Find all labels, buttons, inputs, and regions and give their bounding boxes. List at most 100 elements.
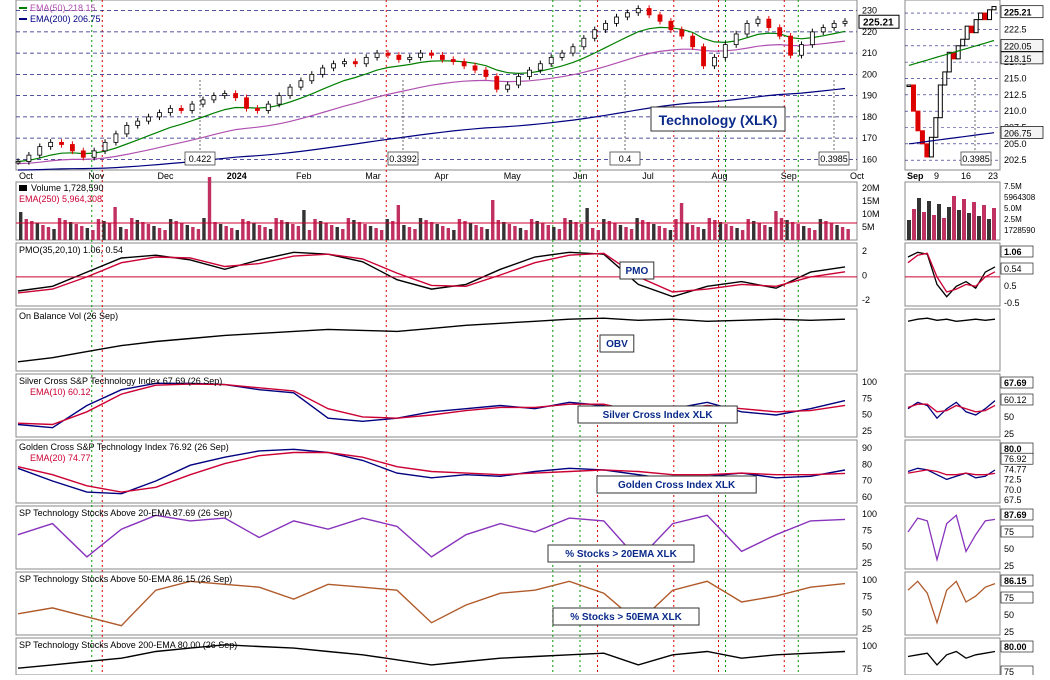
volume-bar bbox=[313, 219, 317, 240]
price-y-tick: 190 bbox=[862, 91, 877, 101]
price-candle bbox=[396, 54, 402, 60]
volume-bar bbox=[329, 225, 334, 240]
zoom-volume-bar bbox=[992, 208, 996, 240]
zoom-volume-bar bbox=[907, 220, 911, 240]
callout-value: 0.422 bbox=[189, 154, 212, 164]
volume-bar bbox=[690, 225, 695, 240]
zoom-indicator-label: 76.92 bbox=[1004, 454, 1027, 464]
callout-value: 0.4 bbox=[619, 154, 632, 164]
indicator-line bbox=[17, 514, 846, 561]
price-candle bbox=[135, 120, 141, 126]
zoom-indicator-line bbox=[907, 252, 996, 293]
volume-bar bbox=[96, 219, 101, 240]
zoom-panel-frame bbox=[904, 571, 1001, 636]
volume-bar bbox=[124, 229, 128, 240]
zoom-candle bbox=[982, 12, 988, 21]
volume-bar bbox=[546, 225, 550, 240]
price-candle bbox=[657, 14, 663, 22]
price-candle bbox=[603, 22, 609, 31]
volume-bar bbox=[618, 225, 623, 240]
volume-bar bbox=[746, 219, 750, 240]
zoom-volume-bar bbox=[912, 209, 916, 240]
price-candle bbox=[668, 20, 674, 31]
volume-bar bbox=[274, 218, 278, 240]
volume-bar bbox=[568, 220, 573, 240]
price-candle bbox=[646, 8, 652, 16]
price-candle bbox=[799, 44, 804, 56]
price-candle bbox=[755, 18, 761, 24]
zoom-candle bbox=[924, 143, 930, 158]
zoom-volume-label: 2.5M bbox=[1004, 215, 1022, 224]
zoom-panel-frame bbox=[904, 505, 1001, 570]
ema200-line bbox=[17, 87, 846, 171]
volume-y-tick: 15M bbox=[862, 196, 880, 206]
indicator-callout-box bbox=[577, 405, 738, 424]
indicator-y-tick: 25 bbox=[862, 426, 872, 436]
zoom-indicator-tag bbox=[1000, 591, 1034, 604]
price-candle bbox=[374, 52, 380, 58]
price-candle bbox=[516, 76, 521, 86]
indicator-y-tick: 50 bbox=[862, 410, 872, 420]
indicator-callout-text: OBV bbox=[606, 339, 628, 350]
volume-bar bbox=[596, 230, 600, 240]
volume-bar bbox=[696, 227, 700, 240]
volume-bar bbox=[652, 224, 656, 240]
zoom-candle bbox=[933, 117, 939, 138]
volume-bar bbox=[174, 221, 178, 240]
volume-bar bbox=[324, 223, 328, 240]
volume-bar bbox=[518, 228, 523, 240]
volume-bar bbox=[629, 229, 634, 240]
volume-bar bbox=[491, 200, 495, 240]
price-candle bbox=[189, 103, 195, 111]
volume-bar bbox=[707, 218, 712, 240]
price-candle bbox=[200, 99, 206, 105]
main-panel-frame bbox=[15, 637, 858, 676]
zoom-indicator-label: 75 bbox=[1004, 667, 1014, 675]
volume-bar bbox=[202, 218, 206, 240]
zoom-candle bbox=[946, 51, 952, 73]
zoom-candle bbox=[969, 25, 975, 34]
volume-bar bbox=[563, 218, 567, 240]
volume-bar bbox=[724, 224, 728, 240]
zoom-indicator-tag bbox=[1000, 262, 1034, 275]
volume-bar bbox=[80, 226, 84, 240]
price-candle bbox=[331, 63, 336, 69]
indicator-y-tick: 60 bbox=[862, 492, 872, 502]
price-candle bbox=[581, 37, 587, 48]
price-candle bbox=[309, 73, 315, 82]
volume-bar bbox=[840, 227, 845, 240]
zoom-volume-bar bbox=[927, 201, 931, 240]
indicator-y-tick: 90 bbox=[862, 443, 872, 453]
price-candle bbox=[146, 116, 151, 122]
main-panel-frame bbox=[15, 242, 858, 307]
indicator-line bbox=[17, 451, 846, 493]
main-panel-frame bbox=[15, 571, 858, 636]
zoom-volume-label: 1728590 bbox=[1004, 226, 1036, 235]
zoom-value-label: 225.21 bbox=[1004, 8, 1032, 18]
zoom-indicator-label: 50 bbox=[1004, 610, 1014, 620]
zoom-ema200-line bbox=[908, 132, 995, 145]
price-candle bbox=[167, 107, 173, 114]
zoom-candle bbox=[937, 84, 943, 119]
zoom-indicator-tag bbox=[1000, 393, 1034, 406]
price-x-label: Apr bbox=[435, 171, 449, 181]
volume-bar bbox=[429, 222, 434, 240]
volume-bar bbox=[802, 226, 806, 240]
volume-bar bbox=[285, 222, 289, 240]
price-candle bbox=[592, 29, 598, 39]
zoom-value-label: 218.15 bbox=[1004, 54, 1032, 64]
zoom-volume-label: 7.5M bbox=[1004, 182, 1022, 191]
volume-bar bbox=[235, 230, 239, 240]
last-price-box bbox=[858, 14, 900, 29]
volume-bar bbox=[441, 226, 445, 240]
zoom-candle bbox=[910, 84, 916, 112]
volume-bar bbox=[280, 220, 284, 240]
price-candle bbox=[80, 150, 86, 158]
volume-bar bbox=[813, 230, 817, 240]
volume-bar bbox=[768, 227, 773, 240]
price-candle bbox=[733, 33, 739, 46]
zoom-volume-label: 5964308 bbox=[1004, 193, 1036, 202]
price-candle bbox=[124, 124, 130, 135]
volume-bar bbox=[291, 224, 295, 240]
